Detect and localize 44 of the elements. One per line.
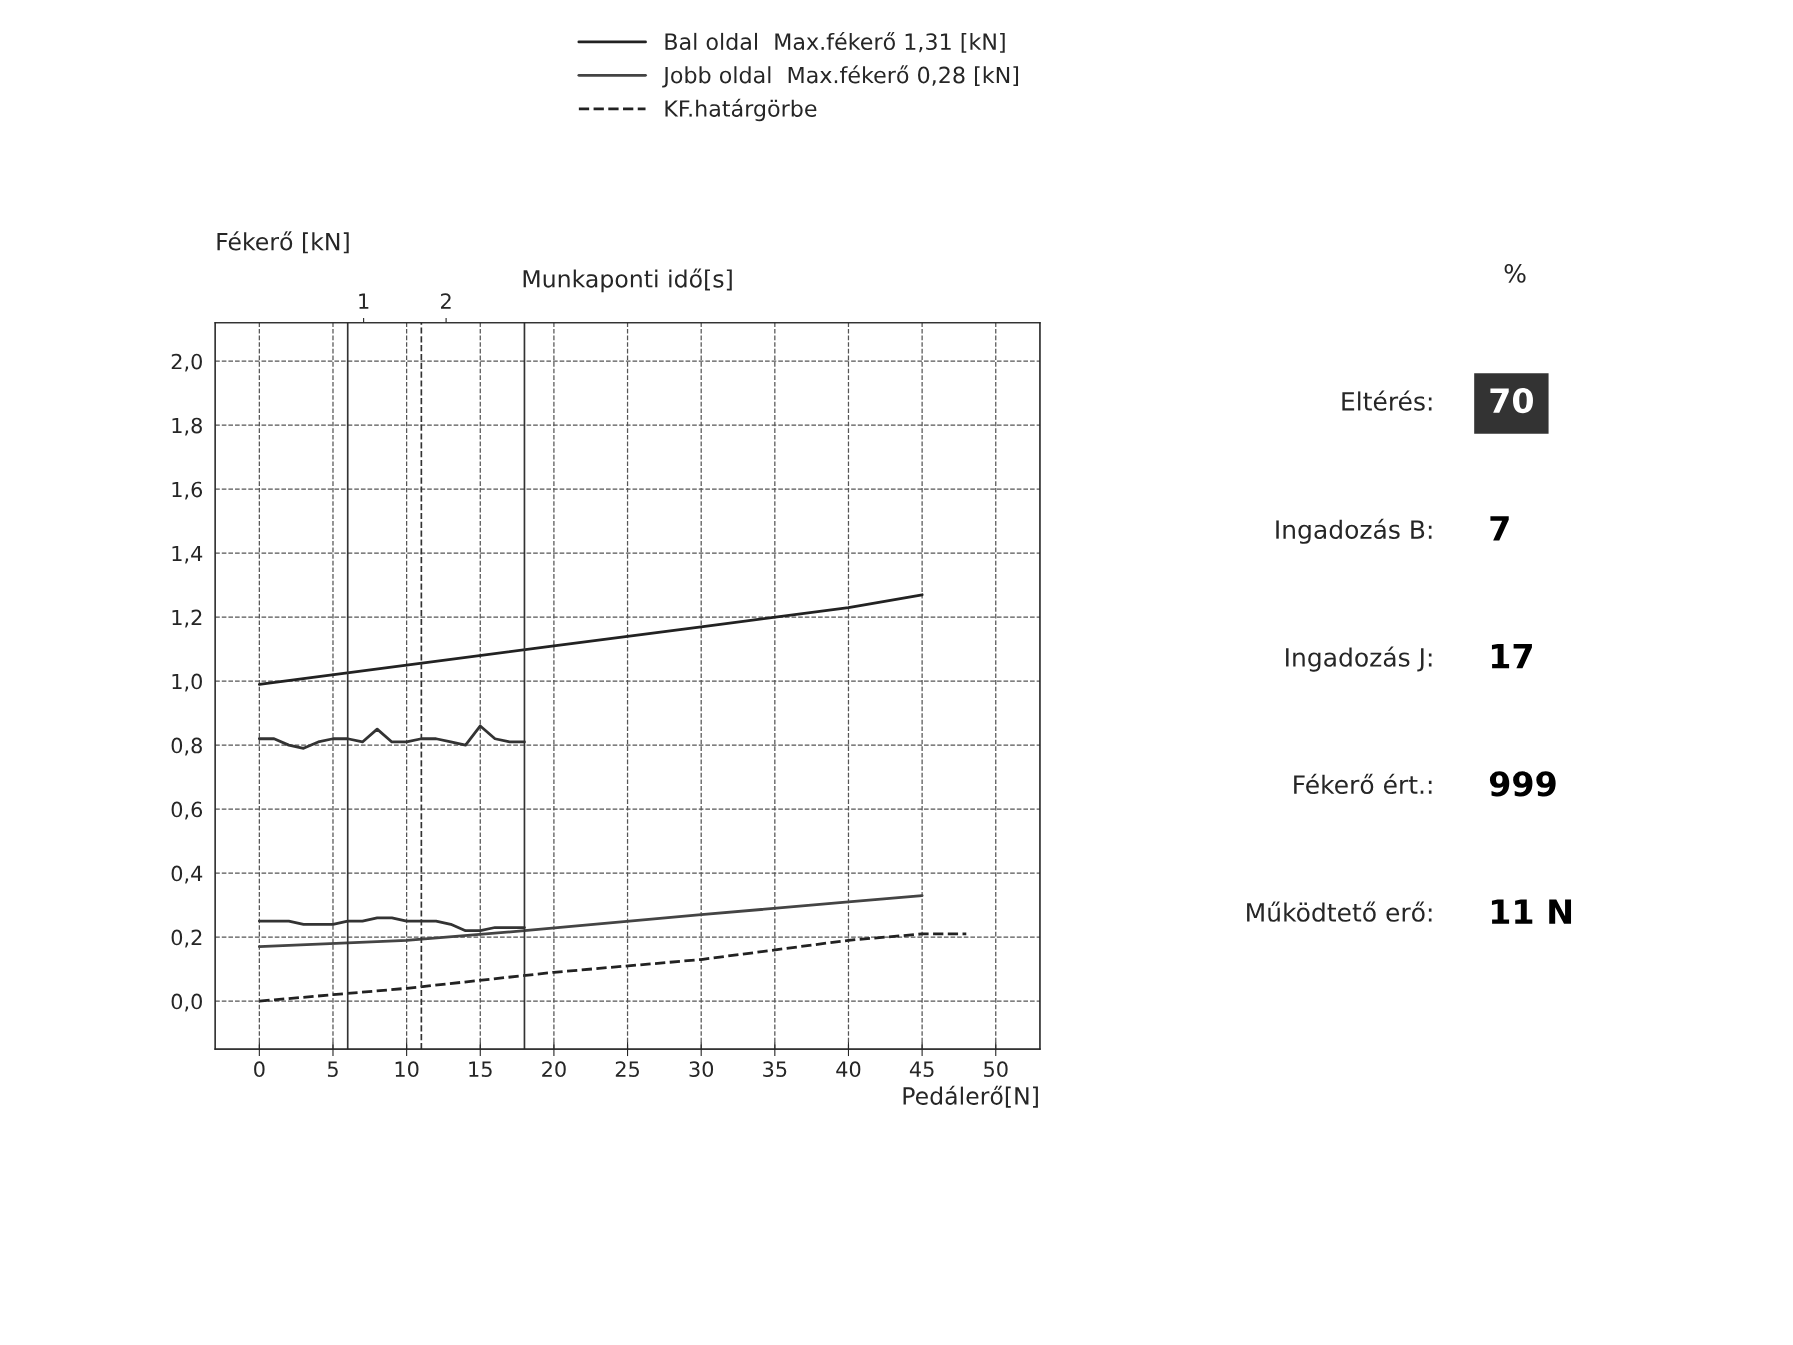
line-series (257, 932, 968, 1003)
x-tick-label: 0 (254, 1061, 265, 1078)
text: 70 (1490, 387, 1533, 414)
x-tick-label: 20 (542, 1061, 566, 1078)
x-tick-label: 5 (327, 1061, 338, 1078)
x-tick-label: 30 (689, 1061, 714, 1078)
x2-tick-label: 1 (359, 293, 369, 309)
legend-label: KF.határgörbe (665, 98, 817, 122)
text: Eltérés: (1342, 390, 1432, 411)
y-tick-label: 1,8 (172, 417, 202, 436)
text: 17 (1491, 643, 1532, 669)
y-tick-label: 0,6 (171, 801, 203, 820)
x-tick-label: 45 (909, 1061, 934, 1078)
text: 11 N (1491, 899, 1572, 924)
text: 7 (1490, 516, 1509, 541)
line-series (257, 593, 924, 686)
y-tick-label: 0,4 (171, 865, 203, 884)
x-tick-label: 15 (469, 1061, 492, 1078)
y-tick-label: 0,0 (171, 993, 202, 1012)
text: % (1504, 263, 1526, 283)
x-axis-title: Pedálerő[N] (903, 1085, 1038, 1108)
y-tick-label: 0,2 (171, 929, 202, 948)
text: 999 (1489, 771, 1556, 797)
x-tick-label: 25 (615, 1061, 639, 1078)
text: Ingadozás J: (1286, 646, 1432, 672)
x2-tick-label: 2 (441, 293, 451, 309)
y-tick-label: 2,0 (171, 353, 202, 372)
y-tick-label: 0,8 (171, 737, 202, 756)
x2-axis-title: Munkaponti idő[s] (523, 268, 732, 293)
x-tick-label: 40 (836, 1061, 861, 1078)
x-tick-label: 50 (984, 1061, 1008, 1078)
x-tick-label: 10 (395, 1061, 419, 1078)
line-series (257, 894, 924, 949)
y-axis-title: Fékerő [kN] (217, 231, 349, 254)
text: Ingadozás B: (1276, 518, 1432, 544)
y-tick-label: 1,4 (172, 545, 203, 564)
legend-label: Bal oldal Max.fékerő 1,31 [kN] (665, 31, 1005, 53)
y-tick-label: 1,6 (172, 481, 203, 500)
y-tick-label: 1,0 (172, 673, 202, 692)
legend-label: Jobb oldal Max.fékerő 0,28 [kN] (662, 65, 1019, 88)
x-tick-label: 35 (763, 1061, 787, 1078)
y-tick-label: 1,2 (172, 609, 202, 628)
text: Működtető erő: (1247, 901, 1432, 922)
text: Fékerő ért.: (1294, 773, 1432, 795)
